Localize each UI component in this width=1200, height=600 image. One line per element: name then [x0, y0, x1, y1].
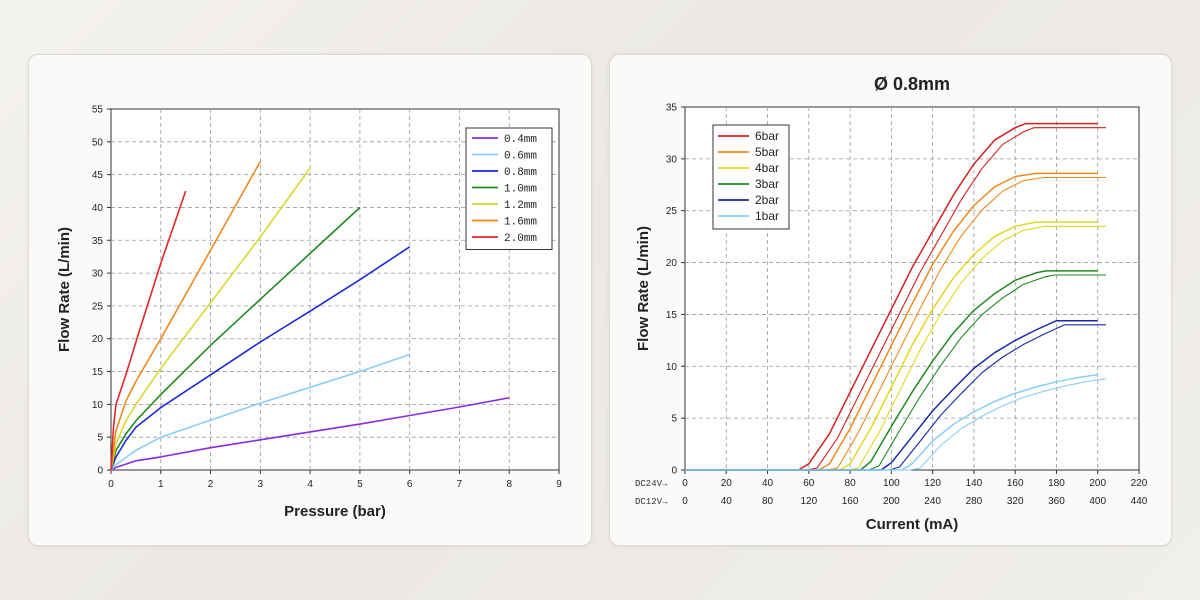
x-tick-label-dc24v: 180: [1048, 478, 1065, 489]
x-tick-label-dc12v: 320: [1007, 496, 1024, 507]
legend-box: [465, 127, 553, 250]
series-twin-line-5bar: [693, 176, 1106, 471]
x-tick-label-dc12v: 160: [842, 496, 859, 507]
y-tick-label: 15: [92, 367, 104, 378]
series-line-4bar: [685, 221, 1098, 471]
y-tick-label: 35: [92, 236, 104, 247]
x-tick-label-dc12v: 0: [682, 496, 688, 507]
series-line-6bar: [685, 122, 1098, 471]
series-line-1.2mm: [110, 167, 311, 471]
x-tick-label-dc24v: 40: [762, 478, 774, 489]
legend-label: 6bar: [755, 129, 779, 143]
legend-label: 1.2mm: [504, 200, 537, 212]
y-tick-label: 20: [92, 334, 104, 345]
x-tick-label-dc24v: 140: [966, 478, 983, 489]
flow-vs-pressure-chart: 0 1 2 3 4 5 6 7 8 90510152025303540455055Pressure…: [56, 105, 562, 521]
legend-label: 0.8mm: [504, 167, 537, 179]
x-tick-label-dc12v: 280: [966, 496, 983, 507]
legend-label: 0.6mm: [504, 151, 537, 163]
series-line-5bar: [685, 172, 1098, 471]
y-tick-label: 35: [666, 103, 678, 114]
legend-label: 3bar: [755, 177, 779, 191]
y-tick-label: 10: [92, 400, 104, 411]
x-tick-label-dc24v: 160: [1007, 478, 1024, 489]
legend-label: 2.0mm: [504, 233, 537, 245]
x-tick-label-dc12v: 200: [883, 496, 900, 507]
series-line-0.4mm: [110, 397, 510, 471]
x-tick-label-dc24v: 0: [682, 478, 688, 489]
y-tick-label: 5: [97, 433, 103, 444]
y-tick-label: 0: [97, 466, 103, 477]
x-axis-title: Current (mA): [866, 516, 959, 533]
series-line-2bar: [685, 319, 1098, 471]
series-twin-line-3bar: [693, 274, 1106, 471]
series-twin-line-1bar: [693, 378, 1107, 471]
series-twin-line-2bar: [693, 324, 1106, 471]
legend-label: 1.0mm: [504, 184, 537, 196]
y-tick-label: 0: [671, 466, 677, 477]
x-tick-label-dc12v: 40: [721, 496, 733, 507]
legend-label: 2bar: [755, 193, 779, 207]
x-tick-label: 8: [506, 479, 512, 490]
legend-box: [712, 124, 790, 230]
series-twin-line-6bar: [693, 127, 1106, 471]
x-tick-label-dc12v: 440: [1131, 496, 1148, 507]
x-tick-label-dc12v: 360: [1048, 496, 1065, 507]
legend-label: 1bar: [755, 209, 779, 223]
x-tick-label-dc24v: 220: [1131, 478, 1148, 489]
x-tick-label: 0: [108, 479, 114, 490]
y-tick-label: 5: [671, 414, 677, 425]
x-tick-label: 6: [407, 479, 413, 490]
legend-label: 1.6mm: [504, 217, 537, 229]
x-tick-label-dc24v: 20: [721, 478, 733, 489]
y-tick-label: 10: [666, 362, 678, 373]
x-tick-label: 7: [457, 479, 463, 490]
y-tick-label: 25: [92, 301, 104, 312]
x-tick-label-dc12v: 80: [762, 496, 774, 507]
x-tick-label: 1: [158, 479, 164, 490]
x-tick-label-dc12v: 400: [1089, 496, 1106, 507]
y-tick-label: 30: [92, 269, 104, 280]
series-line-1bar: [685, 373, 1098, 471]
y-axis-title: Flow Rate (L/min): [56, 227, 73, 352]
legend-label: 4bar: [755, 161, 779, 175]
y-axis-title: Flow Rate (L/min): [635, 226, 652, 351]
series-line-1.6mm: [110, 161, 261, 471]
series-twin-line-4bar: [693, 225, 1106, 471]
right-chart-card: Ø 0.8mm 0 20 40 60 80 100 120 140 160 180 200 220 0 40…: [609, 54, 1172, 546]
series-line-3bar: [685, 270, 1098, 471]
y-tick-label: 25: [666, 206, 678, 217]
left-chart-card: 0 1 2 3 4 5 6 7 8 9 0 5 10 15 20 25 30 35 40 45 50 55 Pressure…: [28, 54, 592, 546]
y-tick-label: 40: [92, 203, 104, 214]
y-tick-label: 15: [666, 310, 678, 321]
y-tick-label: 45: [92, 170, 104, 181]
x-tick-label-dc24v: 120: [924, 478, 941, 489]
x-tick-label-dc12v: 120: [800, 496, 817, 507]
x-tick-label-dc24v: 100: [883, 478, 900, 489]
x-tick-label-dc24v: 200: [1089, 478, 1106, 489]
series-line-2.0mm: [110, 190, 187, 471]
y-tick-label: 50: [92, 137, 104, 148]
series-line-0.8mm: [110, 246, 411, 471]
y-tick-label: 55: [92, 105, 104, 116]
dc24v-row-label: DC24V→: [635, 479, 668, 489]
x-tick-label: 3: [258, 479, 264, 490]
x-tick-label: 9: [556, 479, 562, 490]
series-line-1.0mm: [110, 206, 361, 471]
y-tick-label: 20: [666, 258, 678, 269]
x-tick-label-dc12v: 240: [924, 496, 941, 507]
chart-title: Ø 0.8mm: [874, 74, 950, 94]
dc12v-row-label: DC12V→: [635, 497, 668, 507]
y-tick-label: 30: [666, 154, 678, 165]
x-tick-label: 4: [307, 479, 313, 490]
series-line-0.6mm: [110, 353, 410, 471]
legend-label: 0.4mm: [504, 134, 537, 146]
x-axis-title: Pressure (bar): [284, 503, 386, 520]
x-tick-label-dc24v: 80: [845, 478, 857, 489]
x-tick-label-dc24v: 60: [803, 478, 815, 489]
x-tick-label: 2: [208, 479, 214, 490]
x-tick-label: 5: [357, 479, 363, 490]
legend-label: 5bar: [755, 145, 779, 159]
